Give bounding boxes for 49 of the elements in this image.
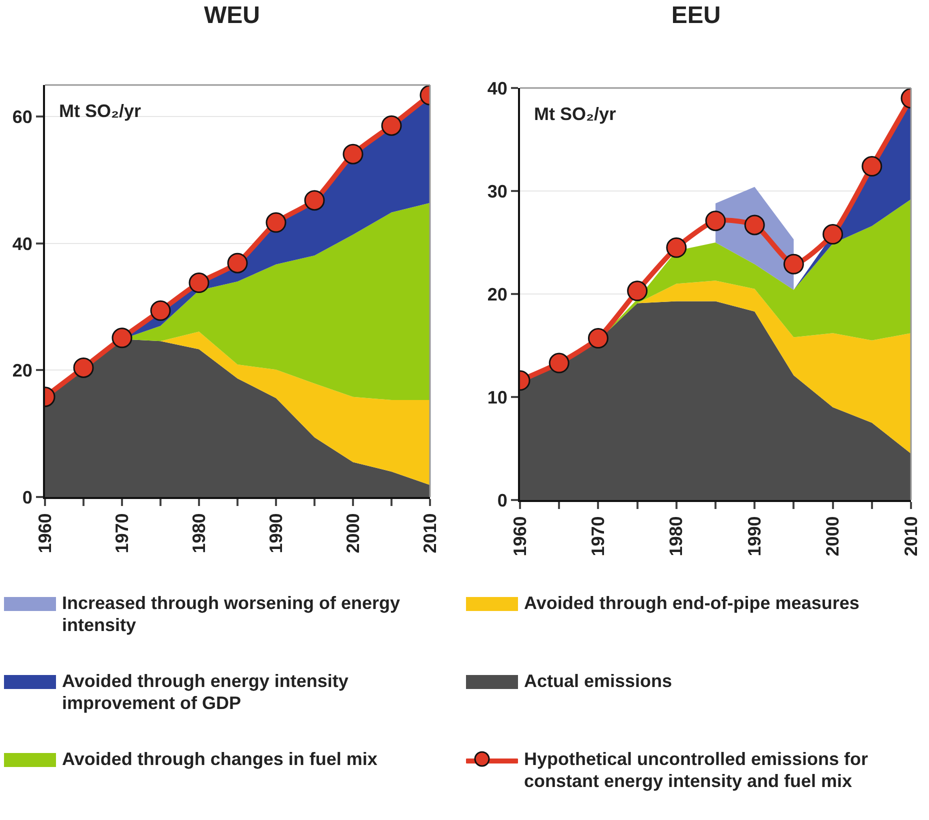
point — [744, 214, 765, 236]
legend-label: Avoided through changes in fuel mix — [62, 748, 378, 770]
point — [862, 156, 882, 177]
point — [705, 210, 726, 232]
x-tick-label: 1980 — [666, 516, 686, 556]
point — [548, 352, 570, 374]
chart-title: EEU — [671, 2, 721, 29]
point — [588, 328, 608, 349]
x-tick-label: 2010 — [900, 516, 921, 556]
y-tick-label: 0 — [22, 487, 32, 508]
legend-label: Hypothetical uncontrolled emissions for constant energy intensity and fuel mix — [524, 748, 870, 792]
y-tick-label: 40 — [12, 234, 32, 254]
x-tick-label: 2000 — [822, 516, 843, 556]
point — [227, 252, 248, 274]
y-tick-label: 0 — [497, 490, 508, 510]
point — [188, 272, 210, 293]
point — [304, 190, 325, 211]
point — [783, 254, 804, 274]
point — [112, 328, 132, 348]
y-tick-label: 40 — [487, 78, 508, 98]
point — [266, 212, 286, 233]
legend-label: Avoided through energy intensity improvement of GDP — [62, 670, 350, 714]
y-tick-label: 20 — [12, 360, 32, 381]
y-tick-label: 10 — [487, 387, 508, 408]
legend-label: Avoided through end-of-pipe measures — [524, 592, 860, 614]
x-tick-label: 1970 — [112, 513, 132, 554]
point — [381, 115, 402, 136]
annotation: Mt SO₂/yr — [59, 101, 142, 121]
point — [627, 280, 648, 302]
x-tick-label: 1990 — [266, 513, 286, 554]
y-tick-label: 60 — [12, 106, 32, 127]
point — [666, 237, 687, 258]
x-tick-label: 1990 — [744, 516, 764, 556]
chart-title: WEU — [204, 2, 260, 29]
legend-label: Actual emissions — [524, 670, 672, 692]
point — [150, 300, 171, 321]
point — [822, 224, 844, 244]
y-tick-label: 20 — [487, 284, 508, 304]
x-tick-label: 1960 — [510, 516, 530, 556]
legend-label: Increased through worsening of energy intensity — [62, 592, 402, 636]
x-tick-label: 2010 — [420, 513, 440, 554]
x-tick-label: 1960 — [34, 513, 55, 554]
annotation: Mt SO₂/yr — [534, 104, 616, 124]
x-tick-label: 2000 — [342, 513, 363, 554]
point — [73, 357, 94, 378]
point — [342, 144, 364, 164]
x-tick-label: 1980 — [188, 513, 209, 554]
x-tick-label: 1970 — [588, 516, 608, 556]
y-tick-label: 30 — [487, 181, 508, 202]
